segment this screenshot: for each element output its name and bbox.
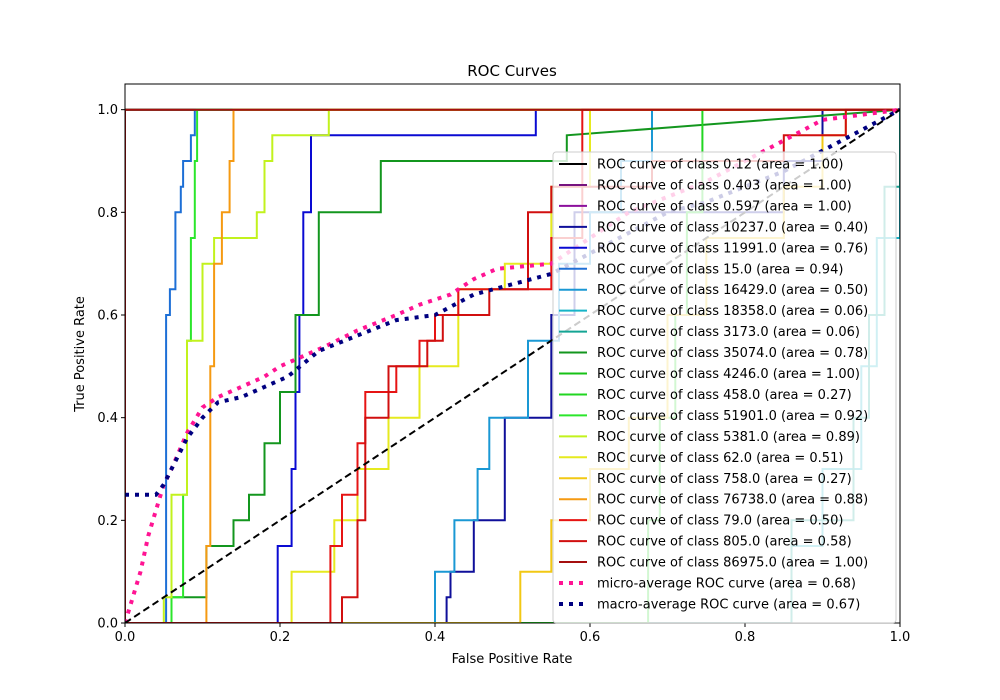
series-line-13	[125, 108, 900, 623]
legend-label: macro-average ROC curve (area = 0.67)	[597, 597, 860, 612]
x-tick-label: 1.0	[890, 630, 911, 645]
legend-label: ROC curve of class 5381.0 (area = 0.89)	[597, 430, 860, 445]
legend-label: ROC curve of class 458.0 (area = 0.27)	[597, 388, 852, 403]
legend-box	[552, 151, 897, 624]
x-tick-label: 0.4	[425, 630, 446, 645]
y-tick-label: 0.0	[97, 617, 118, 632]
legend-label: ROC curve of class 0.597 (area = 1.00)	[597, 199, 852, 214]
y-tick-label: 0.4	[97, 411, 118, 426]
y-tick-label: 0.2	[97, 514, 118, 529]
x-tick-label: 0.8	[735, 630, 756, 645]
y-tick-label: 0.8	[97, 206, 118, 221]
legend-label: ROC curve of class 35074.0 (area = 0.78)	[597, 346, 868, 361]
legend-label: ROC curve of class 16429.0 (area = 0.50)	[597, 283, 868, 298]
legend-label: ROC curve of class 18358.0 (area = 0.06)	[597, 304, 868, 319]
legend-label: ROC curve of class 76738.0 (area = 0.88)	[597, 493, 868, 508]
legend-label: micro-average ROC curve (area = 0.68)	[597, 577, 856, 592]
legend-label: ROC curve of class 62.0 (area = 0.51)	[597, 451, 843, 466]
axis-ticks: 0.0 0.2 0.4 0.6 0.8 1.0 0.0 0.2 0.4 0.6 0.8 1.0	[97, 103, 910, 645]
chart-title: ROC Curves	[467, 62, 557, 80]
x-tick-label: 0.0	[115, 630, 136, 645]
series-line-20	[125, 107, 900, 623]
plot-frame	[124, 83, 901, 624]
legend-label: ROC curve of class 4246.0 (area = 1.00)	[597, 367, 860, 382]
legend-label: ROC curve of class 86975.0 (area = 1.00)	[597, 556, 868, 571]
series-line-19	[125, 108, 900, 623]
legend-label: ROC curve of class 805.0 (area = 0.58)	[597, 535, 852, 550]
y-tick-label: 1.0	[97, 103, 118, 118]
series-line-21	[125, 107, 900, 497]
legend-label: ROC curve of class 15.0 (area = 0.94)	[597, 262, 843, 277]
y-axis-label: True Positive Rate	[73, 296, 88, 413]
x-tick-label: 0.6	[580, 630, 601, 645]
legend-label: ROC curve of class 0.403 (area = 1.00)	[597, 178, 852, 193]
series-line-5	[125, 108, 900, 623]
x-axis-label: False Positive Rate	[452, 652, 573, 667]
series-line-4	[125, 108, 900, 623]
legend: ROC curve of class 0.12 (area = 1.00) ROC…	[552, 151, 897, 624]
y-tick-label: 0.6	[97, 309, 118, 324]
legend-label: ROC curve of class 3173.0 (area = 0.06)	[597, 325, 860, 340]
legend-label: ROC curve of class 11991.0 (area = 0.76)	[597, 241, 868, 256]
legend-label: ROC curve of class 51901.0 (area = 0.92)	[597, 409, 868, 424]
x-tick-label: 0.2	[270, 630, 291, 645]
legend-label: ROC curve of class 758.0 (area = 0.27)	[597, 472, 852, 487]
legend-label: ROC curve of class 0.12 (area = 1.00)	[597, 158, 843, 173]
series-line-16	[125, 108, 900, 623]
legend-label: ROC curve of class 10237.0 (area = 0.40)	[597, 220, 868, 235]
legend-label: ROC curve of class 79.0 (area = 0.50)	[597, 514, 843, 529]
